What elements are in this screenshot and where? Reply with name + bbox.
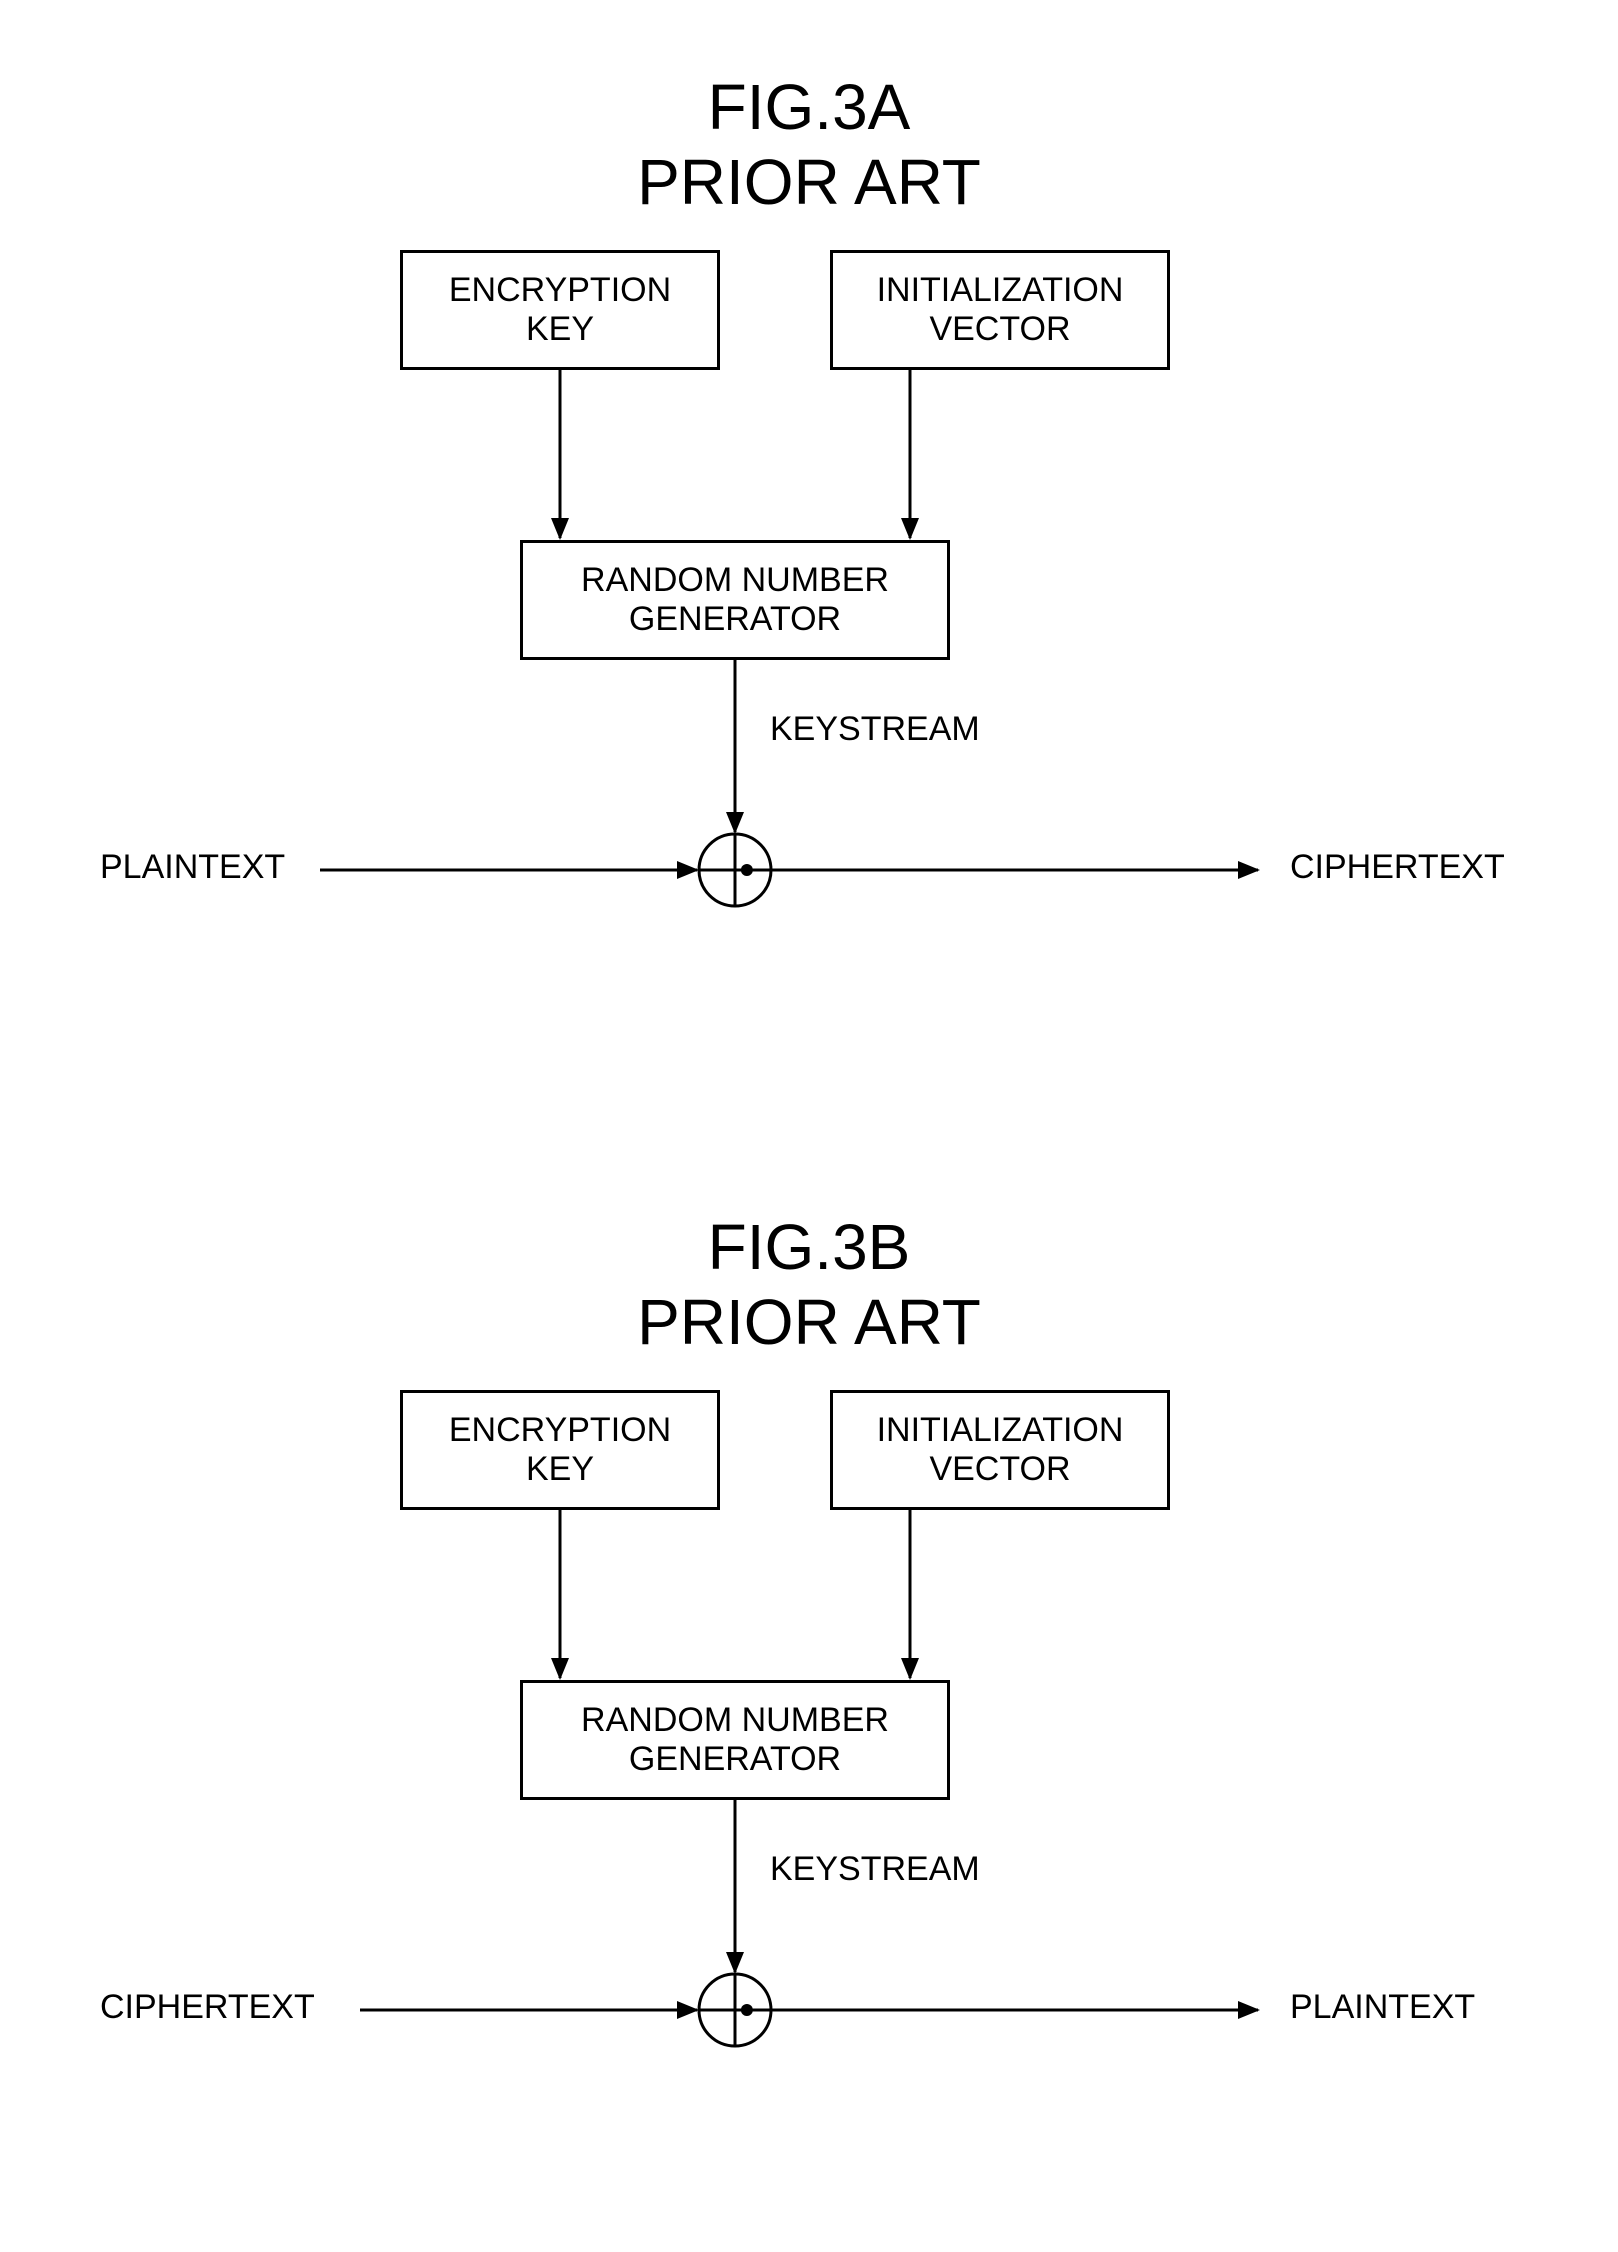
figA-keystream-label: KEYSTREAM: [770, 710, 980, 749]
figA-title-line1: FIG.3A: [0, 70, 1618, 144]
figB-init-vector-box: INITIALIZATION VECTOR: [830, 1390, 1170, 1510]
figA-encryption-key-line1: ENCRYPTION: [449, 271, 671, 310]
figB-rng-line2: GENERATOR: [629, 1740, 841, 1779]
figA-title-line2: PRIOR ART: [0, 145, 1618, 219]
figA-ciphertext-label: CIPHERTEXT: [1290, 848, 1505, 887]
arrows-layer: [0, 0, 1618, 2252]
figA-init-vector-line2: VECTOR: [929, 310, 1070, 349]
figB-title-line2: PRIOR ART: [0, 1285, 1618, 1359]
figB-rng-box: RANDOM NUMBER GENERATOR: [520, 1680, 950, 1800]
figA-rng-line1: RANDOM NUMBER: [581, 561, 889, 600]
figB-ciphertext-label: CIPHERTEXT: [100, 1988, 315, 2027]
figA-init-vector-line1: INITIALIZATION: [877, 271, 1124, 310]
figB-encryption-key-line2: KEY: [526, 1450, 594, 1489]
figA-encryption-key-line2: KEY: [526, 310, 594, 349]
figB-init-vector-line2: VECTOR: [929, 1450, 1070, 1489]
figA-rng-line2: GENERATOR: [629, 600, 841, 639]
figB-keystream-label: KEYSTREAM: [770, 1850, 980, 1889]
figA-encryption-key-box: ENCRYPTION KEY: [400, 250, 720, 370]
figB-init-vector-line1: INITIALIZATION: [877, 1411, 1124, 1450]
page: FIG.3A PRIOR ART ENCRYPTION KEY INITIALI…: [0, 0, 1618, 2252]
figB-title-line1: FIG.3B: [0, 1210, 1618, 1284]
figB-encryption-key-box: ENCRYPTION KEY: [400, 1390, 720, 1510]
figA-rng-box: RANDOM NUMBER GENERATOR: [520, 540, 950, 660]
figB-plaintext-label: PLAINTEXT: [1290, 1988, 1475, 2027]
figB-rng-line1: RANDOM NUMBER: [581, 1701, 889, 1740]
figB-encryption-key-line1: ENCRYPTION: [449, 1411, 671, 1450]
figA-init-vector-box: INITIALIZATION VECTOR: [830, 250, 1170, 370]
figA-plaintext-label: PLAINTEXT: [100, 848, 285, 887]
